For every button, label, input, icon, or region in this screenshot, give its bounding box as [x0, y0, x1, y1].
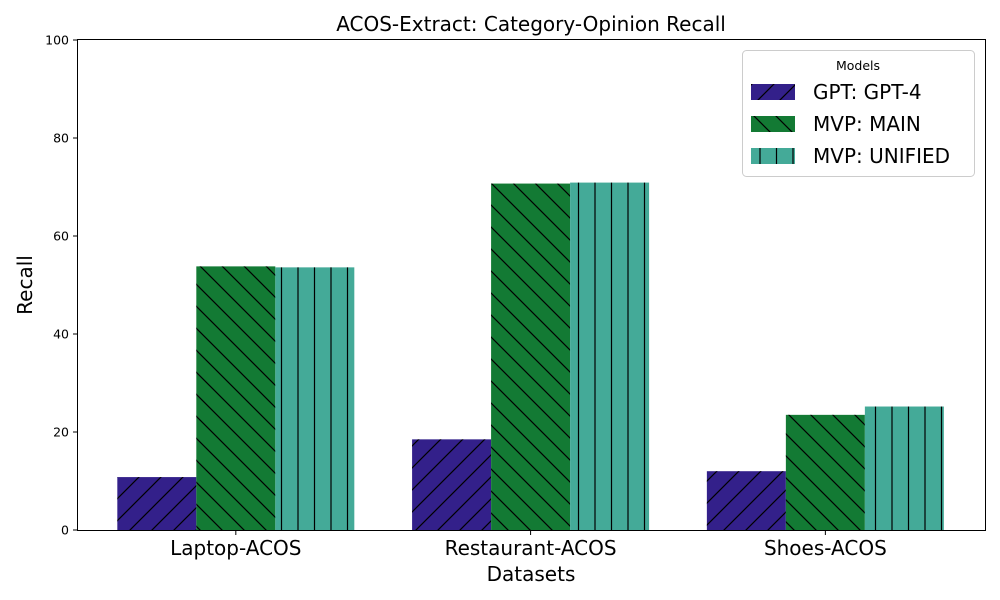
- legend-mvp-main-swatch-hatch: [751, 116, 795, 132]
- bar-restaurant-acos-gpt-gpt-4-hatch: [412, 439, 492, 530]
- bar-laptop-acos-mvp-main-hatch: [196, 266, 276, 530]
- chart-title: ACOS-Extract: Category-Opinion Recall: [336, 12, 726, 36]
- y-axis-label: Recall: [13, 255, 37, 315]
- y-tick-label: 60: [53, 229, 69, 244]
- y-tick-label: 20: [53, 425, 69, 440]
- x-tick-label: Laptop-ACOS: [170, 536, 301, 560]
- y-tick-label: 40: [53, 327, 69, 342]
- y-tick-label: 80: [53, 131, 69, 146]
- x-axis: Laptop-ACOS Restaurant-ACOS Shoes-ACOS: [170, 530, 887, 560]
- plot-frame: [77, 39, 986, 531]
- legend-mvp-unified-label: MVP: UNIFIED: [813, 144, 950, 168]
- legend-title: Models: [836, 58, 880, 73]
- bar-shoes-acos-mvp-unified-hatch: [864, 406, 944, 530]
- bar-laptop-acos-mvp-unified-hatch: [275, 267, 355, 530]
- x-axis-label: Datasets: [487, 562, 576, 586]
- y-tick-label: 0: [61, 523, 69, 538]
- bar-restaurant-acos-mvp-unified-hatch: [570, 182, 650, 530]
- bar-shoes-acos-gpt-gpt-4-hatch: [706, 471, 786, 530]
- legend: Models GPT: GPT-4 MVP: MAIN MVP: UNIFIED: [742, 50, 975, 177]
- bar-laptop-acos-gpt-gpt-4-hatch: [117, 477, 197, 530]
- bars-group: [117, 182, 944, 530]
- legend-gpt-gpt-4-label: GPT: GPT-4: [813, 80, 922, 104]
- bar-restaurant-acos-mvp-main-hatch: [491, 183, 571, 530]
- y-axis: 0 20 40 60 80 100: [45, 33, 78, 538]
- x-tick-label: Shoes-ACOS: [764, 536, 887, 560]
- x-tick-label: Restaurant-ACOS: [445, 536, 617, 560]
- legend-mvp-unified-swatch-hatch: [751, 148, 795, 164]
- legend-gpt-gpt-4-swatch-hatch: [751, 84, 795, 100]
- bar-shoes-acos-mvp-main-hatch: [785, 414, 865, 530]
- legend-box: [742, 50, 975, 177]
- legend-mvp-main-label: MVP: MAIN: [813, 112, 921, 136]
- y-tick-label: 100: [45, 33, 69, 48]
